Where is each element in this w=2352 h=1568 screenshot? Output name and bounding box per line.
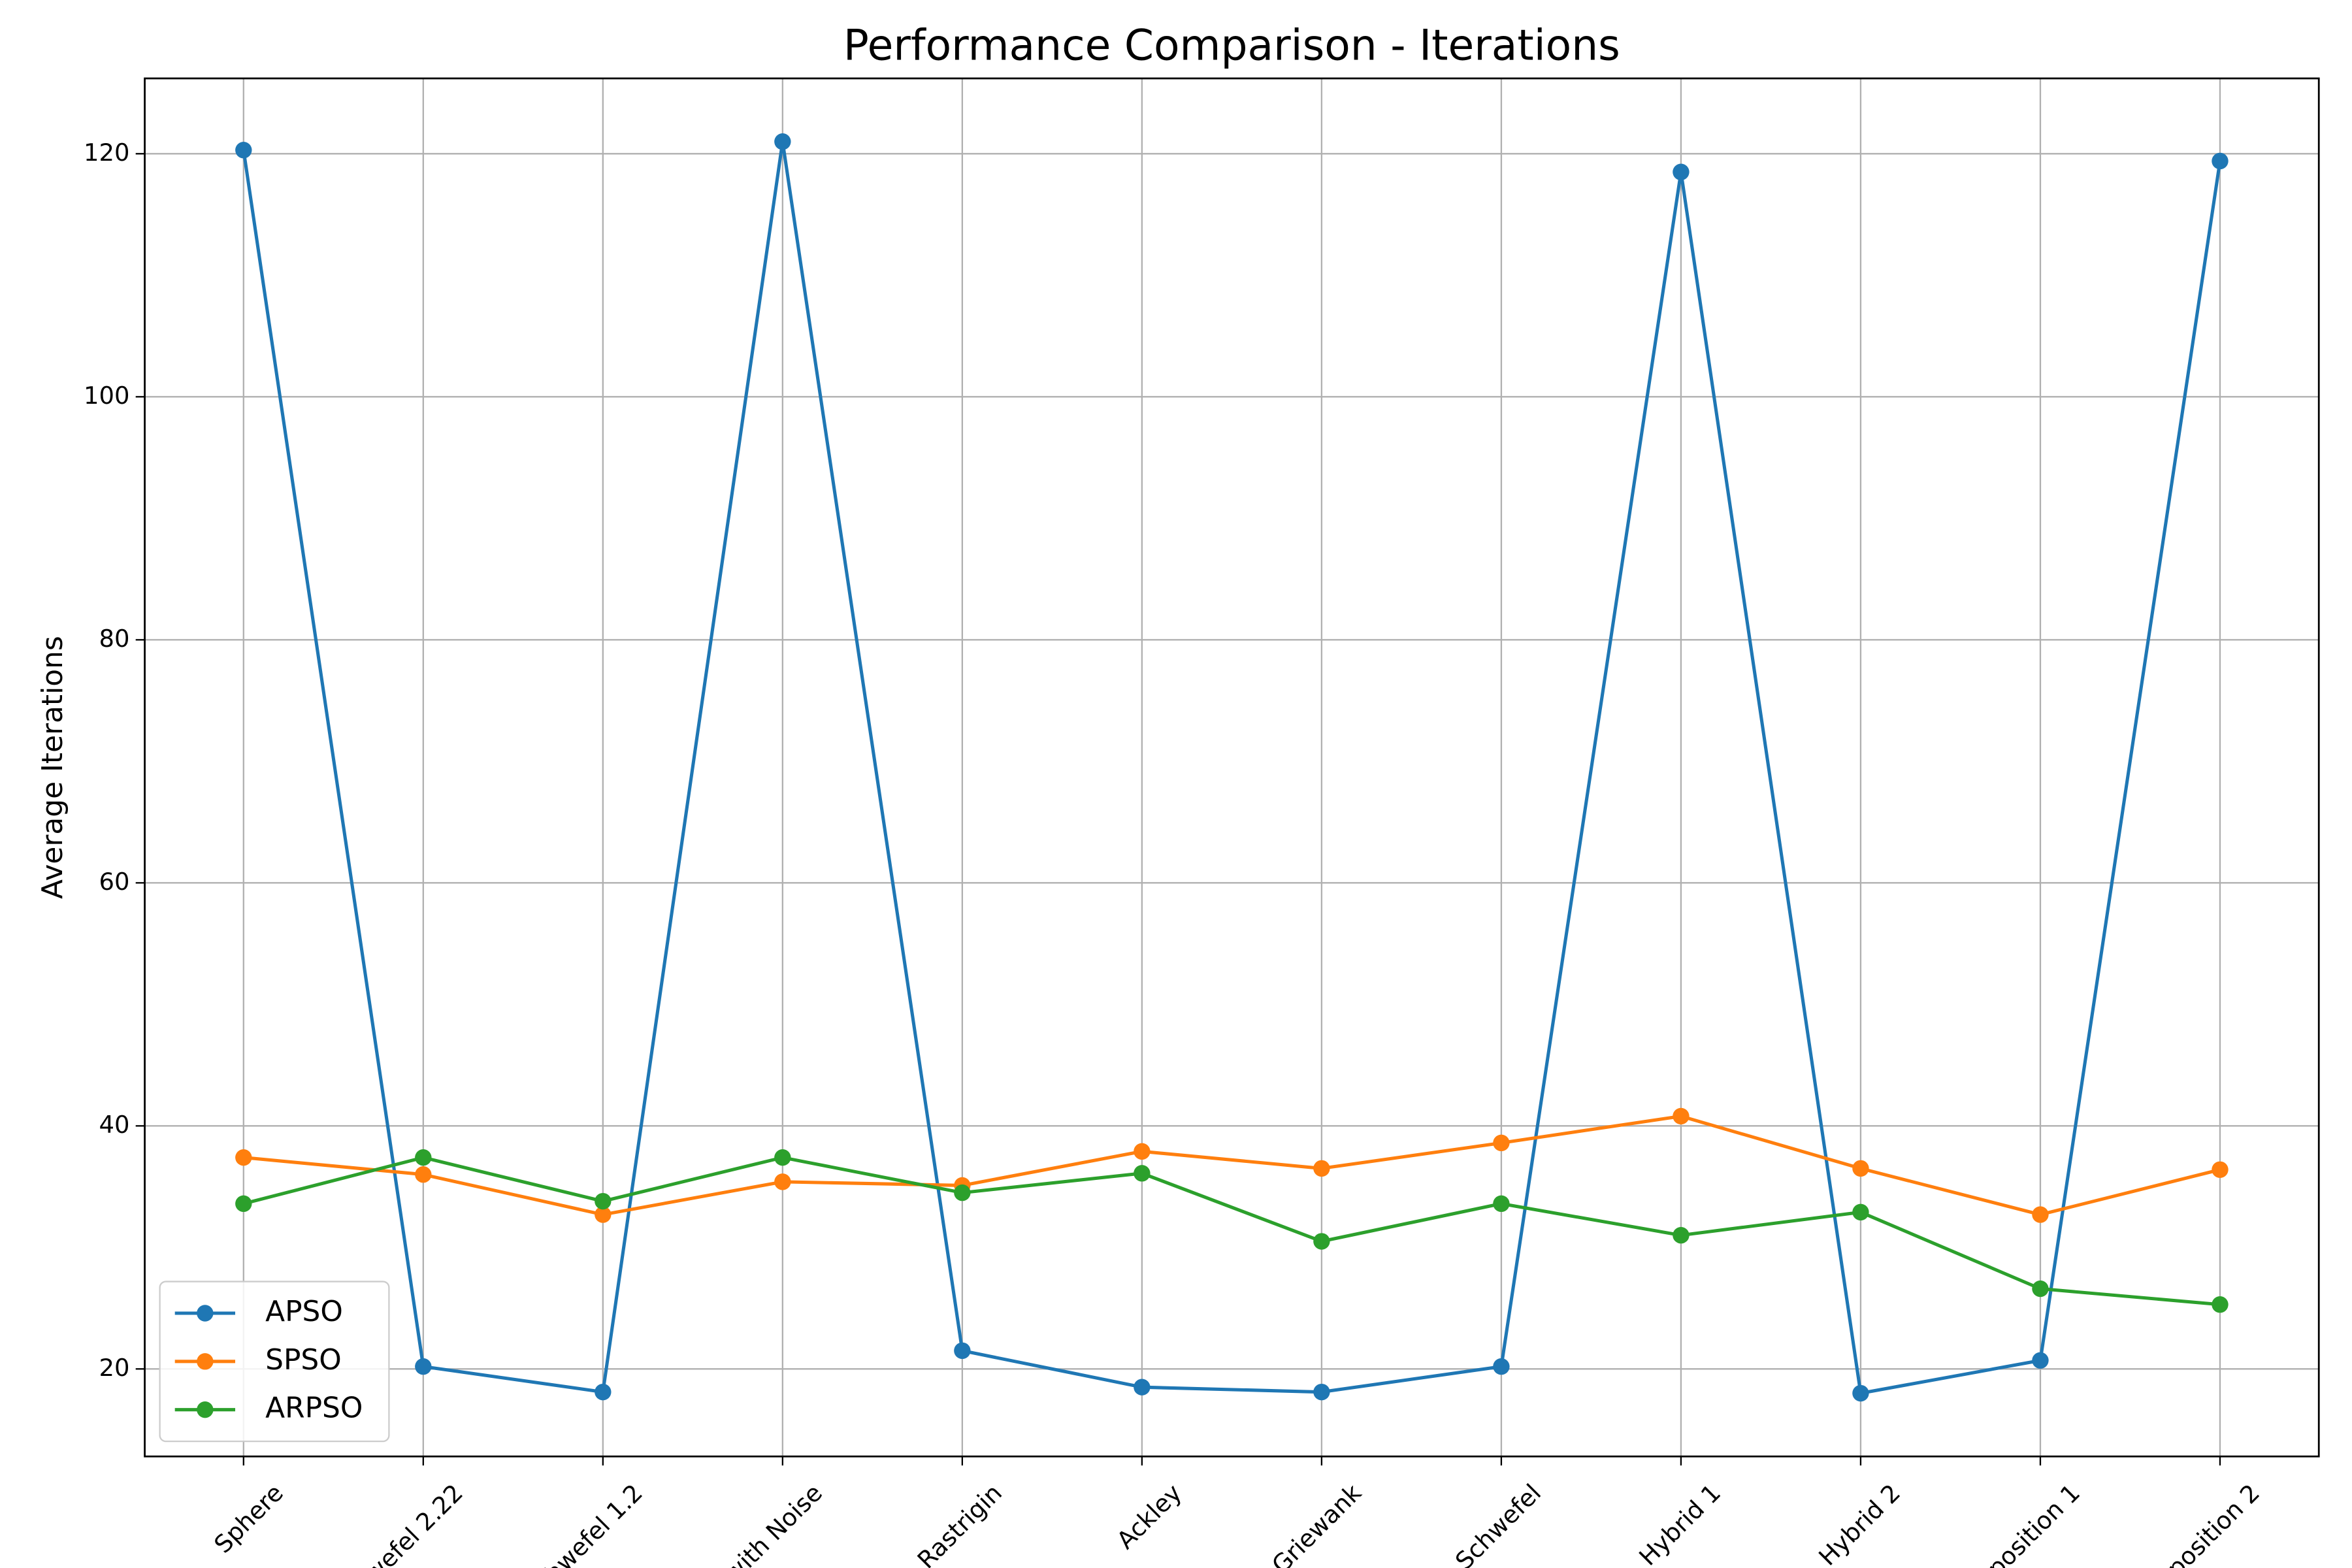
data-point [1493,1134,1510,1152]
data-point [774,1149,791,1166]
data-point [2032,1206,2049,1223]
legend-marker [197,1305,214,1322]
series-line [243,1156,2221,1307]
data-point [2032,1280,2049,1298]
data-point [595,1192,612,1210]
legend-box [159,1281,390,1443]
data-point [1493,1195,1510,1213]
y-tick-label: 80 [99,625,129,653]
series-line [242,141,2222,1396]
data-point [415,1358,432,1375]
data-point [774,133,791,150]
legend-label: APSO [265,1295,343,1328]
data-point [1313,1233,1330,1250]
data-point [415,1149,432,1166]
y-axis-label: Average Iterations [36,636,69,899]
data-point [774,1173,791,1190]
data-point [2032,1352,2049,1369]
y-tick-label: 20 [99,1354,129,1382]
data-point [2212,1296,2229,1313]
data-point [235,1149,252,1166]
data-point [1852,1160,1869,1177]
y-tick-label: 60 [99,868,129,896]
data-point [1673,163,1690,180]
data-point [954,1184,971,1201]
data-point [595,1383,612,1401]
data-point [1493,1358,1510,1375]
data-point [595,1206,612,1223]
data-point [1673,1227,1690,1244]
data-point [1134,1143,1151,1160]
y-tick-label: 100 [84,382,129,410]
data-point [1134,1165,1151,1182]
y-tick-label: 120 [84,139,129,167]
legend-marker [197,1401,214,1418]
data-point [415,1166,432,1183]
legend-label: SPSO [265,1343,342,1377]
data-point [1852,1384,1869,1402]
chart-title: Performance Comparison - Iterations [843,21,1620,70]
data-point [1313,1160,1330,1177]
data-point [235,1195,252,1213]
legend-label: ARPSO [265,1392,363,1425]
legend-marker [197,1353,214,1370]
data-point [1852,1203,1869,1221]
data-point [1134,1379,1151,1396]
series-line [243,1114,2221,1217]
plot-frame [144,77,2320,1458]
data-point [2212,1161,2229,1178]
data-point [954,1342,971,1360]
data-point [1313,1383,1330,1401]
data-point [235,142,252,159]
data-point [1673,1107,1690,1125]
data-point [2212,152,2229,170]
y-tick-label: 40 [99,1111,129,1139]
